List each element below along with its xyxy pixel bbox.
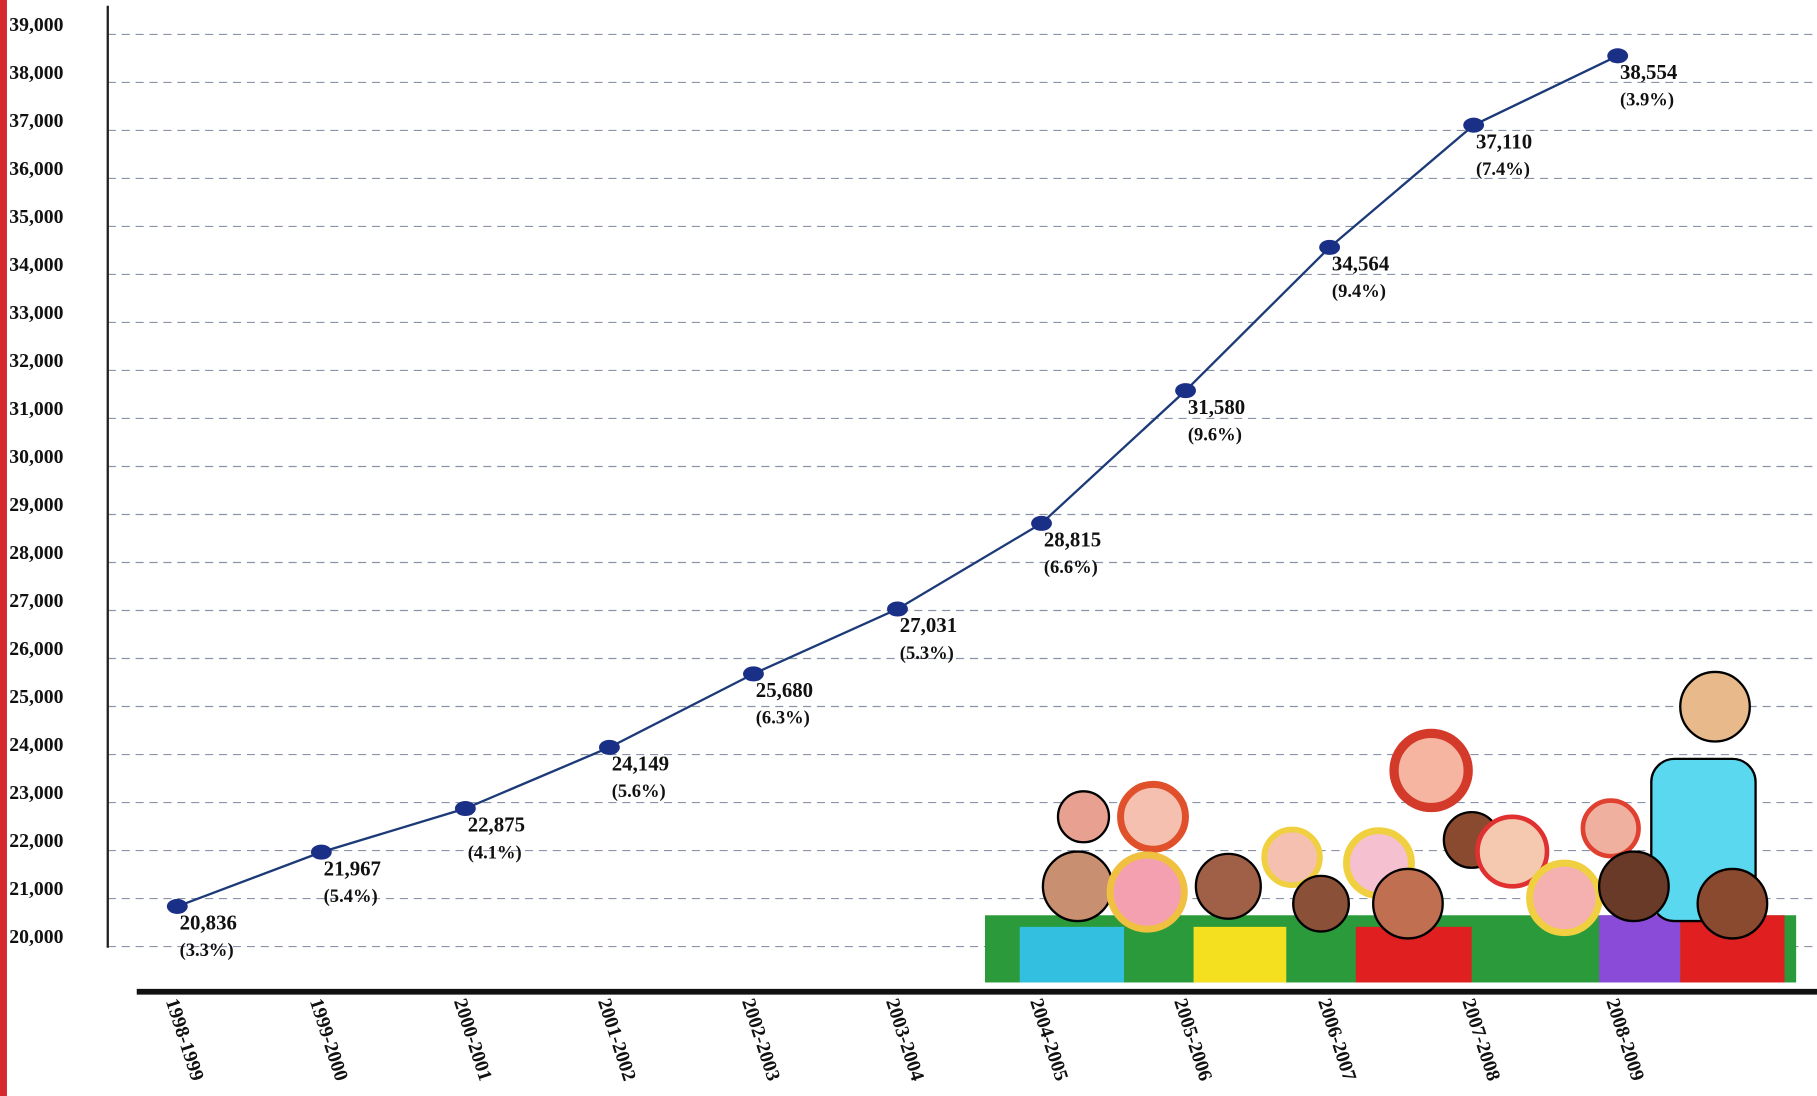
y-tick-label: 32,000 [9, 350, 63, 372]
y-tick-label: 34,000 [9, 254, 63, 276]
y-tick-label: 21,000 [9, 878, 63, 900]
y-tick-label: 37,000 [9, 110, 63, 132]
growth-label: (3.9%) [1620, 90, 1674, 111]
head [1583, 801, 1639, 857]
x-tick-label: 2008-2009 [1601, 996, 1648, 1084]
y-tick-label: 22,000 [9, 830, 63, 852]
chart: 20,000 21,000 22,000 23,000 24,000 25,000 26,0… [0, 0, 1817, 1096]
y-tick-label: 29,000 [9, 494, 63, 516]
x-tick-label: 1999-2000 [305, 996, 352, 1084]
value-label: 34,564 [1332, 252, 1390, 276]
x-tick-label: 2006-2007 [1313, 996, 1360, 1084]
head [1698, 869, 1768, 939]
head [1121, 784, 1186, 849]
x-tick-label: 2000-2001 [449, 996, 496, 1084]
y-tick-label: 24,000 [9, 734, 63, 756]
growth-label: (9.4%) [1332, 281, 1386, 302]
growth-label: (5.6%) [612, 781, 666, 802]
y-tick-label: 35,000 [9, 206, 63, 228]
x-tick-label: 2004-2005 [1025, 996, 1072, 1084]
head [1373, 869, 1443, 939]
x-tick-label: 2005-2006 [1169, 996, 1216, 1084]
growth-label: (5.3%) [900, 643, 954, 664]
head [1530, 863, 1600, 933]
growth-label: (3.3%) [180, 940, 234, 961]
x-tick-label: 2003-2004 [881, 996, 928, 1084]
y-tick-label: 33,000 [9, 302, 63, 324]
y-tick-label: 31,000 [9, 398, 63, 420]
value-label: 24,149 [612, 752, 669, 776]
y-tick-label: 27,000 [9, 590, 63, 612]
value-label: 37,110 [1476, 129, 1532, 153]
head [1196, 854, 1261, 919]
y-tick-label: 20,000 [9, 926, 63, 948]
head [1394, 733, 1468, 807]
crowd-illustration [985, 672, 1796, 982]
value-label: 22,875 [468, 813, 525, 837]
shirt [1194, 927, 1287, 983]
growth-label: (5.4%) [324, 886, 378, 907]
shirt [1599, 915, 1680, 982]
growth-label: (7.4%) [1476, 159, 1530, 180]
value-label: 21,967 [324, 856, 381, 880]
y-tick-label: 36,000 [9, 158, 63, 180]
y-tick-label: 38,000 [9, 62, 63, 84]
x-tick-label: 1998-1999 [161, 996, 208, 1084]
y-tick-label: 26,000 [9, 638, 63, 660]
y-tick-label: 28,000 [9, 542, 63, 564]
growth-label: (6.3%) [756, 708, 810, 729]
x-tick-label: 2007-2008 [1457, 996, 1504, 1084]
x-tick-label: 2002-2003 [737, 996, 784, 1084]
head [1043, 852, 1113, 922]
side-bar [0, 0, 7, 1096]
growth-label: (6.6%) [1044, 557, 1098, 578]
y-tick-label: 39,000 [9, 14, 63, 36]
value-label: 27,031 [900, 613, 957, 637]
y-tick-label: 30,000 [9, 446, 63, 468]
value-label: 20,836 [180, 911, 237, 935]
shirt [1020, 927, 1124, 983]
y-tick-label: 23,000 [9, 782, 63, 804]
growth-label: (4.1%) [468, 842, 522, 863]
head [1293, 876, 1349, 932]
growth-label: (9.6%) [1188, 424, 1242, 445]
head [1680, 672, 1750, 742]
x-tick-label: 2001-2002 [593, 996, 640, 1084]
value-label: 28,815 [1044, 528, 1101, 552]
head [1110, 855, 1184, 929]
value-label: 25,680 [756, 678, 813, 702]
value-label: 38,554 [1620, 60, 1678, 84]
head [1599, 852, 1669, 922]
value-label: 31,580 [1188, 395, 1245, 419]
y-tick-label: 25,000 [9, 686, 63, 708]
head [1058, 791, 1109, 842]
